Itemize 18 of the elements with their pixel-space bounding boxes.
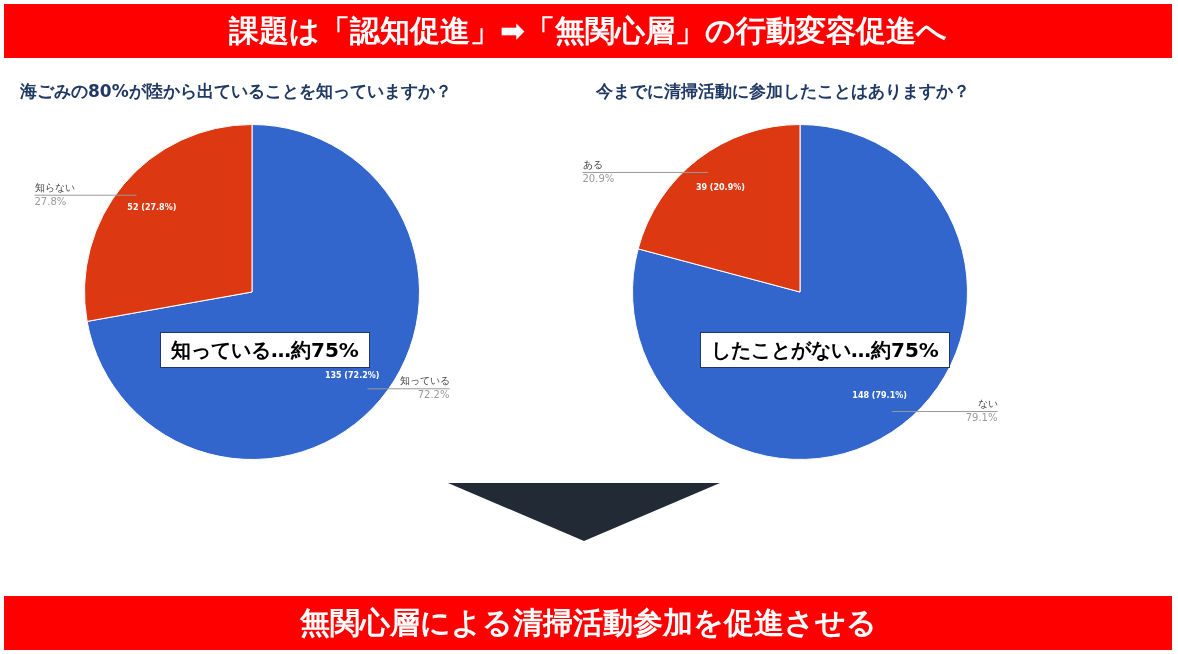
slice-label: ある xyxy=(582,159,603,171)
chart-title: 今までに清掃活動に参加したことはありますか？ xyxy=(596,80,970,103)
text: 72.2% xyxy=(417,389,450,401)
text: 79.1% xyxy=(965,412,998,424)
text: 27.8% xyxy=(34,195,67,207)
data-label: 52 (27.8%) xyxy=(127,203,177,213)
text: 課題は「認知促進」➡「無関心層」の行動変容促進へ xyxy=(4,4,1172,58)
chart-title: 海ごみの80%が陸から出ていることを知っていますか？ xyxy=(20,80,452,103)
slice-label: 知らない xyxy=(34,181,75,193)
text: 無関心層による清掃活動参加を促進させる xyxy=(4,596,1172,650)
data-label: 39 (20.9%) xyxy=(695,183,745,193)
slice-label: ない xyxy=(977,398,998,410)
text: したことがない…約75% xyxy=(700,332,950,368)
slice-label: 知っている xyxy=(399,375,450,387)
text: 20.9% xyxy=(582,173,615,185)
data-label: 135 (72.2%) xyxy=(324,370,380,380)
data-label: 148 (79.1%) xyxy=(852,390,907,400)
text: 知っている…約75% xyxy=(160,332,370,368)
